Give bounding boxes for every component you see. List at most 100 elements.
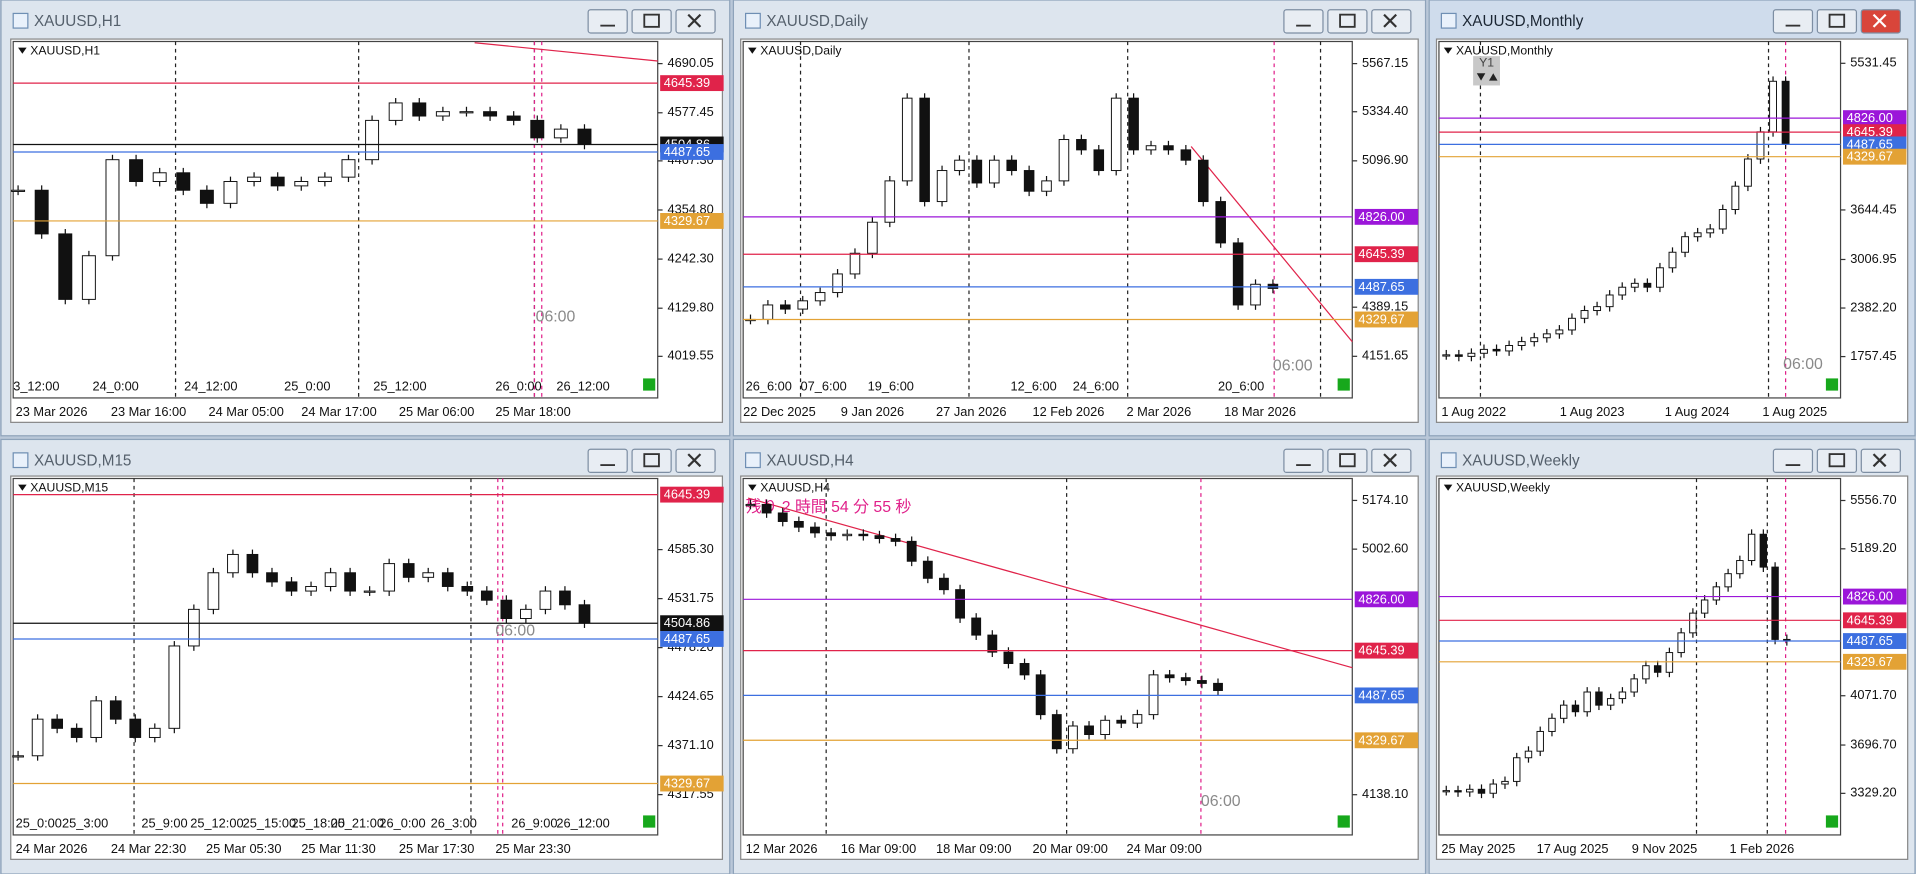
chart-menu-arrow [18, 47, 27, 54]
candle [1442, 790, 1450, 793]
price-level-label: 4487.65 [1847, 136, 1893, 151]
price-level-tag [1354, 591, 1419, 608]
candle [70, 727, 83, 738]
price-tick-label: 1757.45 [1850, 348, 1896, 363]
date-label: 25 Mar 23:30 [495, 841, 570, 856]
trend-line [474, 42, 658, 62]
window-title: XAUUSD,Daily [766, 13, 868, 30]
candle [1477, 788, 1486, 794]
price-tick-label: 5567.15 [1362, 55, 1408, 70]
candle [1677, 632, 1685, 654]
price-level-label: 4487.65 [1358, 279, 1404, 294]
price-level-label: 4826.00 [1358, 209, 1404, 224]
minimize-button[interactable] [1772, 9, 1814, 34]
candle [1571, 704, 1580, 713]
candle [365, 119, 380, 161]
minimize-button[interactable] [587, 9, 628, 34]
maximize-button[interactable] [631, 448, 672, 474]
candle [1058, 139, 1070, 182]
price-level-tag [1354, 642, 1419, 659]
period-button[interactable]: Y1 [1479, 56, 1494, 70]
candle [1148, 674, 1159, 716]
candle [936, 170, 948, 203]
window-title: XAUUSD,Monthly [1462, 13, 1584, 30]
maximize-button[interactable] [1327, 448, 1368, 474]
price-level-label: 4487.65 [664, 631, 710, 646]
time-label: 26_0:00 [379, 815, 425, 830]
date-label: 1 Aug 2024 [1665, 404, 1730, 419]
price-level-label: 4329.67 [664, 776, 710, 791]
candle [199, 189, 214, 204]
time-label: 25_18:00 [292, 815, 345, 830]
minimize-button[interactable] [1283, 9, 1324, 34]
price-tick-label: 4531.75 [667, 590, 713, 605]
candle [223, 181, 238, 204]
minimize-button[interactable] [1772, 448, 1814, 474]
date-label: 9 Nov 2025 [1632, 841, 1697, 856]
date-label: 25 Mar 05:30 [206, 841, 281, 856]
candle [207, 572, 220, 610]
candle [1595, 691, 1603, 706]
price-tick-label: 3006.95 [1850, 251, 1896, 266]
candle [1196, 680, 1207, 684]
chart-symbol-label: XAUUSD,M15 [30, 480, 108, 494]
date-label: 20 Mar 09:00 [1032, 841, 1107, 856]
minimize-button[interactable] [1283, 448, 1324, 474]
date-label: 1 Aug 2023 [1560, 404, 1625, 419]
price-level-tag [660, 144, 724, 160]
candle [81, 255, 96, 300]
time-label: 12_6:00 [1010, 378, 1056, 393]
price-level-tag [660, 75, 724, 92]
candle [1517, 341, 1526, 346]
time-label: 26_0:00 [495, 378, 541, 393]
candle [1583, 691, 1591, 713]
maximize-button[interactable] [631, 9, 672, 34]
price-tick-label: 5174.10 [1362, 492, 1408, 507]
maximize-button[interactable] [1327, 9, 1368, 34]
time-label: 25_9:00 [141, 815, 187, 830]
candle [922, 560, 933, 579]
candle [270, 176, 285, 187]
maximize-button[interactable] [1816, 448, 1858, 474]
candle [553, 128, 568, 139]
candle [1681, 236, 1690, 253]
time-label: 25_12:00 [373, 378, 426, 393]
candle [1700, 599, 1709, 614]
candle [1724, 573, 1732, 588]
candle [901, 97, 913, 182]
candle [842, 533, 853, 537]
date-label: 25 May 2025 [1441, 841, 1515, 856]
price-level-label: 4329.67 [1358, 732, 1404, 747]
candle [1128, 97, 1139, 151]
price-tick-label: 4389.15 [1362, 299, 1408, 314]
plot-frame [742, 477, 1353, 836]
candle [849, 252, 861, 275]
time-label: 25_15:00 [243, 815, 296, 830]
date-label: 24 Mar 05:00 [209, 404, 284, 419]
date-label: 25 Mar 17:30 [399, 841, 474, 856]
close-glyph [1383, 453, 1397, 468]
candle [1213, 682, 1223, 691]
chart-window: XAUUSD,Weekly XAUUSD,Weekly 5556.70 5189.20… [1428, 438, 1916, 874]
time-overlay: 06:00 [1201, 793, 1241, 810]
minimize-button[interactable] [587, 448, 628, 474]
candle [1215, 201, 1226, 244]
chart-window: XAUUSD,Daily XAUUSD,Daily 06:00 5567.15 5334… [732, 0, 1427, 437]
candle [1689, 612, 1697, 634]
plot-frame [12, 477, 659, 836]
date-label: 1 Aug 2022 [1441, 404, 1506, 419]
candle [1232, 242, 1244, 306]
candle [1653, 665, 1662, 673]
candle [227, 553, 239, 574]
period-arrows [1476, 73, 1498, 81]
window-icon [1440, 12, 1457, 29]
date-label: 25 Mar 11:30 [301, 841, 375, 856]
candle [388, 102, 403, 121]
price-level-tag [1354, 278, 1419, 295]
candle [1003, 651, 1014, 664]
candle [858, 533, 869, 537]
time-label: 26_3:00 [431, 815, 477, 830]
candle [12, 755, 24, 758]
candle [578, 604, 591, 624]
maximize-button[interactable] [1816, 9, 1858, 34]
